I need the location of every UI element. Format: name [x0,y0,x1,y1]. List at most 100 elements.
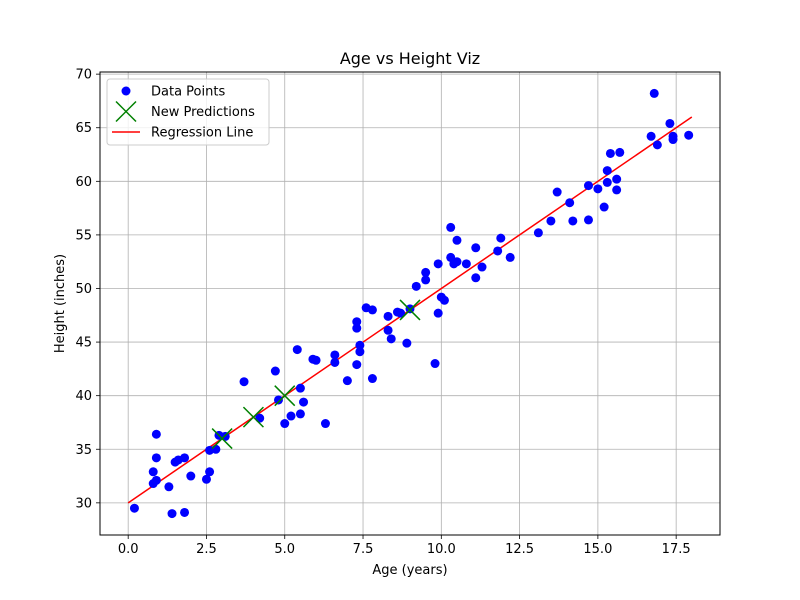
grid [100,72,720,535]
data-point [330,357,340,367]
data-point [652,140,662,150]
data-point [186,471,196,481]
legend-label: Data Points [151,85,225,100]
data-point [602,166,612,176]
data-point [273,395,283,405]
data-point [383,311,393,321]
data-point [151,429,161,439]
data-point [605,148,615,158]
x-axis: 0.0 2.5 5.0 7.5 10.0 12.5 15.0 17.5 [118,535,691,557]
data-point [583,181,593,191]
x-tick-label: 15.0 [583,542,612,557]
data-point [477,262,487,272]
data-point [411,281,421,291]
data-point [270,366,280,376]
data-point [496,233,506,243]
chart-title: Age vs Height Viz [340,49,480,68]
data-point [151,453,161,463]
data-point [552,187,562,197]
data-point [386,334,396,344]
data-point [593,184,603,194]
data-point [568,216,578,226]
prediction-marker-stroke [211,428,233,450]
data-point [402,338,412,348]
x-tick-label: 12.5 [505,542,534,557]
x-tick-label: 17.5 [662,542,691,557]
data-point [665,118,675,128]
data-point [546,216,556,226]
series-layer [127,88,694,519]
legend-label: New Predictions [151,105,255,120]
legend: Data Points New Predictions Regression Lin… [106,78,270,146]
data-point [599,202,609,212]
prediction-marker-stroke [274,385,296,407]
data-point [433,308,443,318]
data-point [295,409,305,419]
data-point [367,374,377,384]
data-point [151,475,161,485]
y-tick-label: 50 [75,282,92,297]
data-point [565,198,575,208]
data-point [583,215,593,225]
data-point [612,174,622,184]
prediction-marker [399,299,421,321]
data-point [396,308,406,318]
data-point [355,347,365,357]
data-point [430,359,440,369]
data-point [129,503,139,513]
x-tick-label: 5.0 [274,542,295,557]
y-tick-label: 35 [75,443,92,458]
y-tick-label: 60 [75,175,92,190]
data-point [239,377,249,387]
data-point [649,88,659,98]
y-axis: 30 35 40 45 50 55 60 65 70 [75,68,100,511]
data-point [211,444,221,454]
prediction-marker-stroke [399,299,421,321]
data-point [352,323,362,333]
data-point [167,509,177,519]
prediction-marker-stroke [242,406,264,428]
data-point [684,130,694,140]
x-tick-label: 2.5 [196,542,217,557]
data-point [405,304,415,314]
data-point [148,467,158,477]
data-point [439,295,449,305]
data-point [668,135,678,145]
data-point [295,383,305,393]
data-point [311,355,321,365]
y-tick-label: 65 [75,121,92,136]
plot-frame [99,71,721,536]
data-point [352,317,362,327]
data-point [433,259,443,269]
data-point [452,235,462,245]
data-point [471,243,481,253]
data-point [205,467,215,477]
data-point [533,228,543,238]
data-point [449,259,459,269]
data-point [180,453,190,463]
prediction-marker [242,406,264,428]
x-tick-label: 7.5 [353,542,374,557]
data-point [383,325,393,335]
data-point [201,474,211,484]
data-point [615,147,625,157]
y-axis-label: Height (inches) [53,254,68,353]
x-tick-label: 0.0 [118,542,139,557]
data-point [421,275,431,285]
data-point [280,419,290,429]
data-point [461,259,471,269]
legend-box [106,78,270,146]
data-point [602,177,612,187]
y-tick-label: 40 [75,389,92,404]
data-point [342,376,352,386]
data-point [299,397,309,407]
data-point [320,419,330,429]
legend-label: Regression Line [151,126,253,141]
data-point [612,185,622,195]
data-point [292,345,302,355]
y-tick-label: 70 [75,68,92,83]
data-point [286,411,296,421]
y-tick-label: 45 [75,336,92,351]
data-point [505,252,515,262]
